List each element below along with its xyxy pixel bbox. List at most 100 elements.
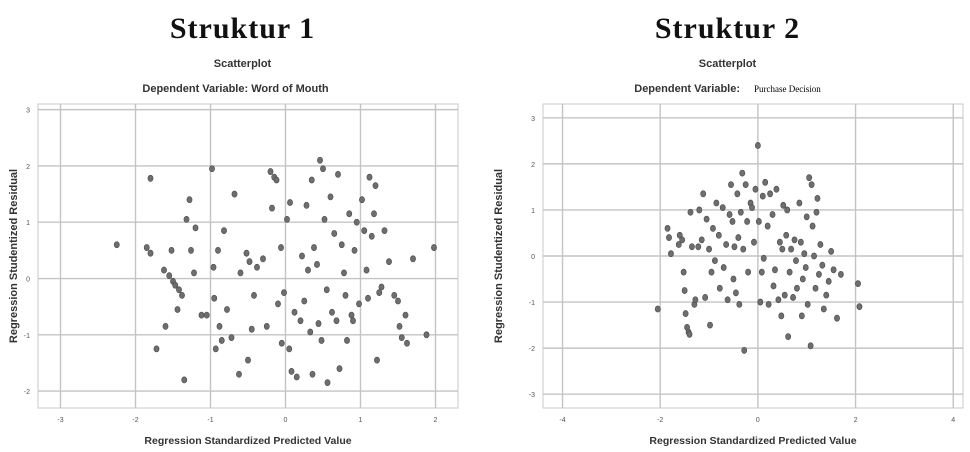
- scatter-point: [740, 245, 747, 253]
- scatter-point: [708, 268, 715, 276]
- scatter-point: [785, 333, 792, 341]
- scatter-point: [308, 176, 315, 184]
- scatter-point: [707, 321, 713, 329]
- scatter-point: [798, 312, 805, 320]
- chart-panel-struktur-1: Struktur 1 Scatterplot Dependent Variabl…: [8, 12, 459, 447]
- scatter-point: [315, 320, 322, 327]
- chart-title: Scatterplot: [698, 58, 757, 70]
- y-tick-label: 2: [26, 164, 30, 171]
- scatter-point: [386, 258, 392, 266]
- scatter-point: [293, 373, 300, 381]
- scatter-point: [188, 246, 194, 254]
- scatter-point: [719, 204, 726, 212]
- scatter-point: [856, 303, 863, 311]
- scatter-point: [275, 300, 281, 308]
- chart-panel-struktur-2: Struktur 2 Scatterplot Dependent Variabl…: [485, 0, 970, 452]
- scatter-point: [273, 176, 280, 184]
- y-tick-label: 1: [531, 208, 535, 215]
- x-axis-label: Regression Standardized Predicted Value: [144, 435, 351, 447]
- scatter-point: [730, 275, 737, 283]
- scatter-point: [402, 311, 409, 319]
- scatter-point: [654, 305, 661, 313]
- scatter-point: [706, 245, 712, 253]
- scatter-point: [679, 236, 686, 244]
- scatter-point: [759, 192, 766, 200]
- y-tick-label: -3: [529, 392, 535, 399]
- scatter-point: [723, 241, 730, 248]
- scatter-point: [287, 199, 293, 206]
- scatter-point: [692, 296, 699, 304]
- scatter-point: [396, 322, 403, 330]
- scatter-point: [254, 263, 260, 271]
- scatter-point: [372, 182, 379, 190]
- scatter-point: [301, 297, 308, 305]
- scatter-point: [398, 334, 405, 342]
- scatter-point: [762, 178, 769, 186]
- x-tick-label: 1: [359, 417, 363, 424]
- scatter-point: [404, 339, 410, 347]
- scatter-point: [307, 328, 314, 336]
- scatter-point: [317, 156, 323, 164]
- scatter-point: [735, 234, 742, 241]
- scatter-point: [376, 289, 383, 296]
- scatter-point: [198, 311, 205, 319]
- scatter-point: [410, 255, 416, 263]
- scatter-point: [668, 250, 674, 258]
- scatter-point: [808, 181, 815, 189]
- scatter-point: [689, 243, 695, 251]
- scatter-point: [318, 337, 325, 344]
- scatter-point: [784, 206, 791, 214]
- scatter-point: [341, 269, 347, 277]
- scatter-point: [143, 244, 150, 251]
- scatter-plot: -3 -2 -1 0 1 2 3 -4 -2 0 2 4 Regression Standardized…: [493, 103, 964, 447]
- scatter-point: [804, 300, 811, 308]
- scatter-point: [791, 236, 798, 244]
- scatter-point: [366, 173, 373, 181]
- scatter-point: [359, 196, 365, 204]
- scatter-point: [695, 243, 702, 251]
- scatter-point: [733, 289, 739, 297]
- scatter-point: [284, 216, 290, 223]
- scatter-point: [329, 308, 335, 316]
- scatter-point: [176, 286, 182, 294]
- scatter-point: [698, 236, 705, 244]
- scatter-point: [212, 345, 219, 353]
- scatter-point: [696, 206, 703, 214]
- scatter-point: [365, 294, 371, 302]
- x-tick-label: 2: [854, 417, 858, 424]
- scatter-point: [687, 208, 694, 216]
- scatter-point: [323, 286, 330, 294]
- scatter-point: [786, 268, 793, 276]
- y-axis-label: Regression Studentized Residual: [8, 169, 20, 343]
- scatter-point: [172, 281, 179, 289]
- scatter-point: [769, 211, 776, 218]
- scatter-point: [790, 294, 796, 301]
- scatter-point: [348, 311, 355, 319]
- scatter-point: [788, 245, 794, 253]
- scatter-point: [745, 268, 752, 276]
- scatter-point: [371, 210, 377, 218]
- y-tick-label: 3: [26, 108, 30, 115]
- scatter-point: [823, 291, 830, 299]
- scatter-point: [174, 306, 181, 313]
- scatter-point: [248, 325, 255, 333]
- scatter-point: [309, 370, 316, 378]
- scatter-point: [162, 322, 169, 330]
- scatter-point: [817, 241, 824, 248]
- scatter-point: [378, 283, 385, 291]
- scatter-point: [797, 238, 804, 246]
- scatter-point: [754, 142, 761, 149]
- panel-title: Struktur 2: [654, 12, 801, 45]
- scatter-point: [321, 216, 328, 223]
- scatter-point: [361, 227, 368, 235]
- x-tick-label: -1: [207, 417, 213, 424]
- scatter-point: [297, 317, 304, 325]
- scatter-point: [796, 199, 803, 207]
- scatter-point: [346, 210, 353, 218]
- scatter-point: [286, 345, 293, 353]
- y-tick-label: -2: [529, 346, 535, 353]
- scatter-point: [215, 246, 221, 254]
- scatter-point: [736, 300, 743, 308]
- scatter-point: [757, 298, 764, 306]
- scatter-point: [758, 268, 765, 276]
